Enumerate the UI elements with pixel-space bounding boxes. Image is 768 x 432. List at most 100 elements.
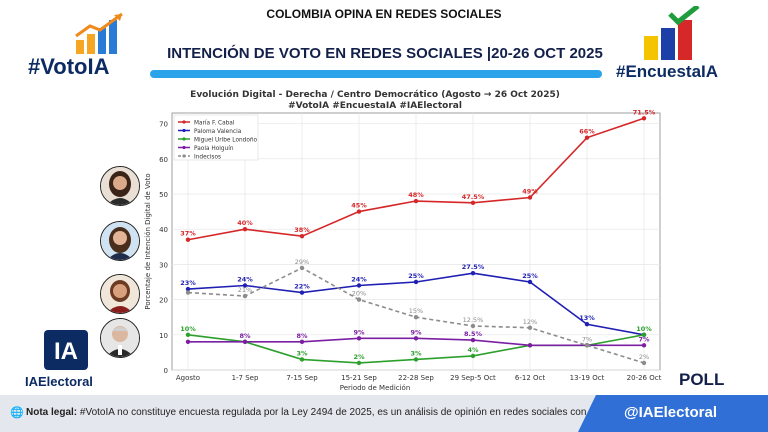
main-title: INTENCIÓN DE VOTO EN REDES SOCIALES |20-…: [167, 45, 603, 62]
data-point: [356, 360, 362, 366]
data-point: [641, 116, 647, 121]
data-point: [242, 283, 248, 288]
title-underline: [150, 70, 602, 78]
data-label: 3%: [410, 349, 422, 357]
x-tick-label: 20-26 Oct: [627, 374, 662, 382]
data-label: 9%: [410, 328, 422, 336]
y-tick-label: 60: [159, 156, 168, 164]
data-label: 48%: [408, 191, 424, 199]
legal-note-text: #VotoIA no constituye encuesta regulada …: [79, 407, 602, 418]
data-label: 49%: [522, 187, 538, 195]
data-label: 40%: [237, 219, 253, 227]
data-point: [527, 343, 533, 348]
data-label: 27.5%: [462, 263, 485, 271]
legend-marker: [182, 154, 186, 158]
data-point: [413, 314, 419, 320]
data-label: 10%: [180, 325, 196, 333]
poll-label: POLL: [679, 370, 725, 389]
data-point: [470, 323, 476, 329]
data-point: [299, 234, 305, 239]
ia-brand-name: IAElectoral: [25, 374, 93, 389]
data-point: [641, 332, 647, 337]
data-label: 8%: [239, 332, 251, 340]
ballot-chart-icon: [644, 6, 700, 60]
y-tick-label: 30: [159, 261, 168, 269]
y-tick-label: 20: [159, 297, 168, 305]
data-point: [356, 209, 362, 214]
chart-subtitle: #VotoIA #EncuestaIA #IAElectoral: [288, 101, 462, 111]
data-label: 20%: [352, 290, 366, 298]
data-point: [413, 198, 419, 204]
data-point: [470, 337, 476, 343]
data-point: [470, 200, 476, 205]
data-point: [242, 339, 248, 345]
data-point: [527, 195, 533, 200]
legend-marker: [182, 128, 186, 133]
x-tick-label: 29 Sep-5 Oct: [450, 374, 496, 382]
data-label: 13%: [579, 314, 595, 322]
legal-note-label: Nota legal:: [26, 407, 78, 418]
legend-entry: Paloma Valencia: [194, 129, 242, 135]
data-label: 29%: [295, 258, 309, 266]
data-point: [584, 343, 590, 348]
data-label: 8%: [296, 332, 308, 340]
globe-icon: 🌐: [10, 406, 24, 419]
data-label: 8.5%: [464, 330, 483, 338]
data-point: [185, 339, 191, 345]
data-label: 25%: [408, 272, 424, 280]
ia-logo-icon: IA: [44, 330, 88, 370]
data-label: 9%: [353, 328, 365, 336]
data-point: [299, 290, 305, 295]
x-tick-label: 7-15 Sep: [286, 374, 318, 382]
data-point: [527, 279, 533, 285]
y-tick-label: 0: [164, 367, 168, 375]
data-point: [413, 336, 419, 341]
legend-entry: María F. Cabal: [194, 119, 235, 126]
y-tick-label: 70: [159, 121, 168, 129]
x-tick-label: 22-28 Sep: [398, 374, 434, 382]
y-tick-label: 40: [159, 226, 168, 234]
avatar: [100, 318, 140, 358]
handle-text: @IAElectoral: [624, 404, 717, 421]
data-label: 3%: [296, 349, 308, 357]
data-point: [185, 237, 191, 242]
ia-mark: IA: [54, 338, 78, 365]
data-label: 12%: [523, 318, 537, 326]
data-label: 10%: [636, 325, 652, 333]
avatar: [100, 274, 140, 314]
y-tick-label: 50: [159, 191, 168, 199]
x-axis-label: Periodo de Medición: [340, 384, 411, 392]
person-icon: [101, 167, 139, 205]
data-label: 23%: [180, 279, 196, 287]
x-tick-label: Agosto: [176, 374, 200, 382]
bar-growth-icon: [75, 12, 123, 54]
data-point: [299, 265, 305, 271]
person-icon: [101, 319, 139, 357]
data-label: 38%: [294, 226, 310, 234]
data-label: 7%: [638, 335, 650, 343]
data-point: [641, 343, 647, 348]
y-tick-label: 10: [159, 332, 168, 340]
data-label: 24%: [237, 276, 253, 284]
data-point: [242, 293, 248, 299]
data-label: 2%: [639, 353, 649, 361]
person-icon: [101, 275, 139, 313]
top-title: COLOMBIA OPINA EN REDES SOCIALES: [266, 7, 502, 21]
legend-entry: Paola Holguín: [194, 145, 234, 152]
y-axis-label: Porcentaje de Intención Digital de Voto: [144, 173, 152, 309]
data-point: [413, 279, 419, 285]
data-point: [584, 322, 590, 327]
legend-marker: [182, 145, 186, 150]
data-point: [470, 270, 476, 276]
x-tick-label: 1-7 Sep: [232, 374, 259, 382]
data-label: 12.5%: [463, 316, 484, 324]
data-point: [470, 353, 476, 359]
avatar: [100, 166, 140, 206]
x-tick-label: 15-21 Sep: [341, 374, 377, 382]
legend-entry: Miguel Uribe Londoño: [194, 137, 258, 143]
data-label: 45%: [351, 202, 367, 210]
data-label: 4%: [467, 346, 479, 354]
x-tick-label: 6-12 Oct: [515, 374, 545, 382]
legend-marker: [182, 120, 186, 124]
data-point: [413, 357, 419, 362]
